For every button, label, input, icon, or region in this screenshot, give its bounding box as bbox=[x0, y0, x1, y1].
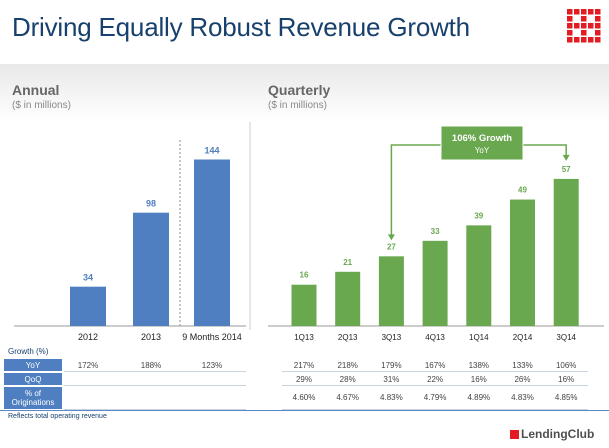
quarterly-growth-cell: 4.85% bbox=[554, 393, 578, 402]
quarterly-tick-label: 2Q14 bbox=[513, 333, 533, 342]
quarterly-growth-cell: 106% bbox=[555, 361, 577, 370]
quarterly-growth-cell: 167% bbox=[424, 361, 446, 370]
row-divider bbox=[64, 385, 246, 386]
annual-growth-cell: 172% bbox=[77, 361, 99, 370]
row-divider bbox=[282, 385, 588, 386]
quarterly-data-label: 27 bbox=[387, 242, 396, 251]
growth-callout-subtitle: YoY bbox=[475, 146, 490, 155]
page-title: Driving Equally Robust Revenue Growth bbox=[12, 12, 470, 42]
quarterly-growth-cell: 4.83% bbox=[511, 393, 534, 402]
quarterly-growth-cell: 28% bbox=[339, 375, 356, 384]
quarterly-growth-cell: 218% bbox=[337, 361, 358, 370]
quarterly-bar-1Q14 bbox=[466, 225, 492, 326]
annual-bar-9-Months-2014 bbox=[194, 159, 230, 326]
quarterly-growth-cell: 26% bbox=[514, 375, 531, 384]
growth-row-label: % of Originations bbox=[4, 387, 62, 409]
annual-tick-label: 2012 bbox=[78, 332, 98, 342]
quarterly-data-label: 39 bbox=[474, 211, 483, 220]
quarterly-growth-cell: 4.83% bbox=[380, 393, 403, 402]
quarterly-growth-cell: 4.79% bbox=[423, 393, 447, 402]
quarterly-growth-cell: 16% bbox=[470, 375, 487, 384]
growth-row-label: QoQ bbox=[4, 373, 62, 385]
quarterly-growth-cell: 29% bbox=[295, 375, 312, 384]
quarterly-data-label: 57 bbox=[562, 165, 571, 174]
callout-arrow-icon bbox=[387, 234, 395, 241]
quarterly-panel-subtitle: ($ in millions) bbox=[268, 100, 327, 111]
annual-data-label: 144 bbox=[204, 146, 219, 156]
panel-header-band bbox=[0, 64, 609, 122]
annual-panel-title: Annual bbox=[12, 82, 60, 98]
quarterly-growth-cell: 16% bbox=[558, 375, 575, 384]
growth-table-heading: Growth (%) bbox=[8, 347, 49, 356]
annual-growth-cell: 123% bbox=[201, 361, 223, 370]
revenue-charts: 34 2012 98 2013 144 9 Months 2014 16 1Q13 21 2Q1… bbox=[14, 122, 604, 342]
quarterly-data-label: 49 bbox=[518, 186, 527, 195]
quarterly-growth-cell: 31% bbox=[383, 375, 400, 384]
annual-tick-label: 2013 bbox=[141, 332, 161, 342]
quarterly-growth-cell: 133% bbox=[512, 361, 533, 370]
growth-callout-title: 106% Growth bbox=[452, 133, 512, 144]
quarterly-data-label: 16 bbox=[300, 271, 309, 280]
quarterly-bar-3Q13 bbox=[378, 256, 404, 326]
footer-rule bbox=[0, 410, 609, 411]
quarterly-bar-1Q13 bbox=[291, 284, 317, 326]
annual-growth-cell: 188% bbox=[140, 361, 162, 370]
quarterly-tick-label: 2Q13 bbox=[338, 333, 358, 342]
quarterly-tick-label: 3Q13 bbox=[382, 333, 402, 342]
row-divider bbox=[282, 409, 588, 410]
quarterly-tick-label: 3Q14 bbox=[556, 333, 576, 342]
growth-callout-box bbox=[440, 125, 524, 161]
brand-logo: LendingClub bbox=[510, 427, 594, 441]
row-divider bbox=[282, 371, 588, 372]
quarterly-bar-2Q13 bbox=[335, 271, 361, 326]
annual-data-label: 98 bbox=[146, 199, 156, 209]
quarterly-growth-cell: 138% bbox=[468, 361, 490, 370]
quarterly-growth-cell: 4.89% bbox=[467, 393, 491, 402]
quarterly-tick-label: 1Q14 bbox=[469, 333, 489, 342]
quarterly-data-label: 33 bbox=[431, 227, 440, 236]
lendingclub-logo-icon bbox=[567, 9, 601, 43]
quarterly-tick-label: 1Q13 bbox=[294, 333, 314, 342]
quarterly-bar-3Q14 bbox=[553, 178, 579, 326]
row-divider bbox=[64, 371, 246, 372]
annual-panel-subtitle: ($ in millions) bbox=[12, 100, 71, 111]
quarterly-growth-cell: 179% bbox=[381, 361, 402, 370]
quarterly-bar-4Q13 bbox=[422, 240, 448, 326]
quarterly-bar-2Q14 bbox=[510, 199, 535, 326]
quarterly-growth-cell: 4.60% bbox=[292, 393, 316, 402]
annual-bar-2012 bbox=[70, 286, 106, 326]
brand-mark-icon bbox=[510, 429, 519, 439]
annual-bar-chart: 34 2012 98 2013 144 9 Months 2014 bbox=[14, 146, 246, 342]
quarterly-growth-cell: 22% bbox=[427, 375, 444, 384]
annual-tick-label: 9 Months 2014 bbox=[182, 332, 242, 342]
quarterly-tick-label: 4Q13 bbox=[425, 333, 445, 342]
annual-data-label: 34 bbox=[83, 273, 93, 283]
growth-row-label: YoY bbox=[4, 359, 62, 371]
brand-name: LendingClub bbox=[521, 427, 595, 441]
callout-arrow-icon bbox=[562, 154, 570, 161]
quarterly-data-label: 21 bbox=[343, 258, 352, 267]
quarterly-bar-chart: 16 1Q13 21 2Q13 27 3Q13 33 4Q13 39 1Q14 49 2Q14 57 3Q… bbox=[268, 125, 604, 342]
row-divider bbox=[64, 409, 246, 410]
annual-bar-2013 bbox=[133, 212, 169, 326]
quarterly-panel-title: Quarterly bbox=[268, 82, 331, 98]
quarterly-growth-cell: 4.67% bbox=[336, 393, 360, 402]
quarterly-growth-cell: 217% bbox=[293, 361, 315, 370]
footnote: Reflects total operating revenue bbox=[8, 413, 107, 420]
